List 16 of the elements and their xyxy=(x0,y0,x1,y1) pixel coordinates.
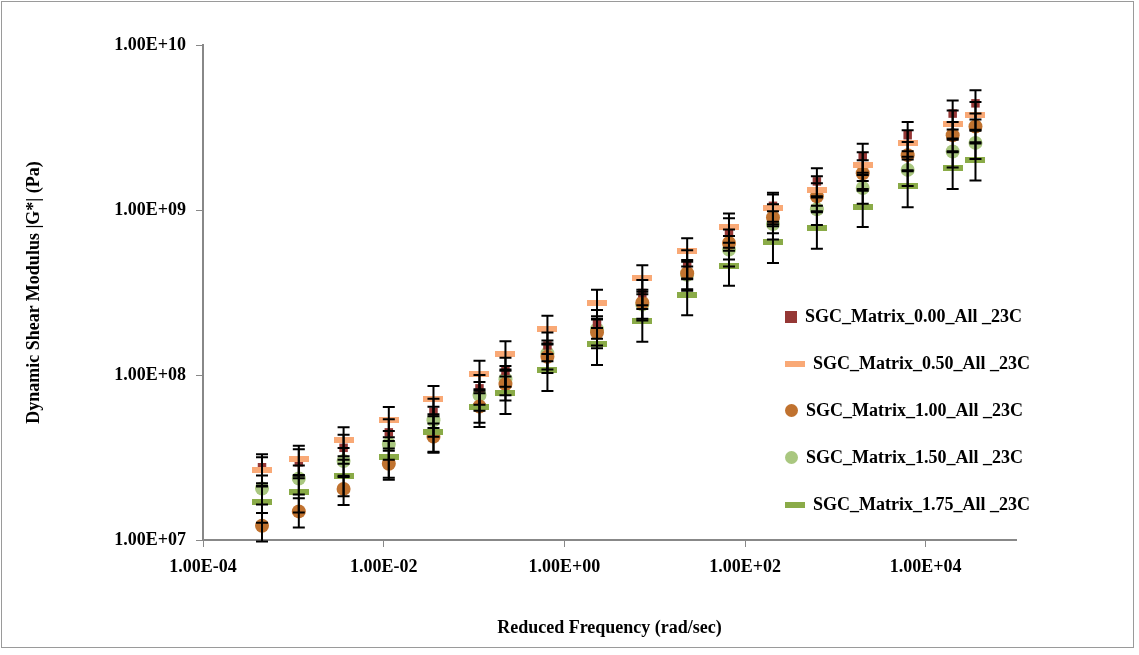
x-axis-title: Reduced Frequency (rad/sec) xyxy=(497,616,722,638)
x-tick-label: 1.00E+02 xyxy=(709,556,781,577)
x-tick-label: 1.00E+00 xyxy=(528,556,601,577)
x-tick-label: 1.00E+04 xyxy=(889,556,962,577)
y-tick-label: 1.00E+10 xyxy=(114,33,186,54)
x-tick-label: 1.00E-04 xyxy=(169,556,237,577)
legend-label: SGC_Matrix_1.75_All _23C xyxy=(813,494,1030,515)
x-tick-label: 1.00E-02 xyxy=(349,556,418,577)
y-tick-label: 1.00E+07 xyxy=(114,528,186,549)
legend-label: SGC_Matrix_0.00_All _23C xyxy=(805,306,1022,327)
legend-label: SGC_Matrix_1.00_All _23C xyxy=(806,400,1023,421)
y-tick-label: 1.00E+09 xyxy=(114,198,186,219)
y-tick-label: 1.00E+08 xyxy=(114,363,186,384)
y-axis-title: Dynamic Shear Modulus |G*| (Pa) xyxy=(23,161,45,424)
legend-label: SGC_Matrix_0.50_All _23C xyxy=(813,353,1030,374)
legend-label: SGC_Matrix_1.50_All _23C xyxy=(806,447,1023,468)
